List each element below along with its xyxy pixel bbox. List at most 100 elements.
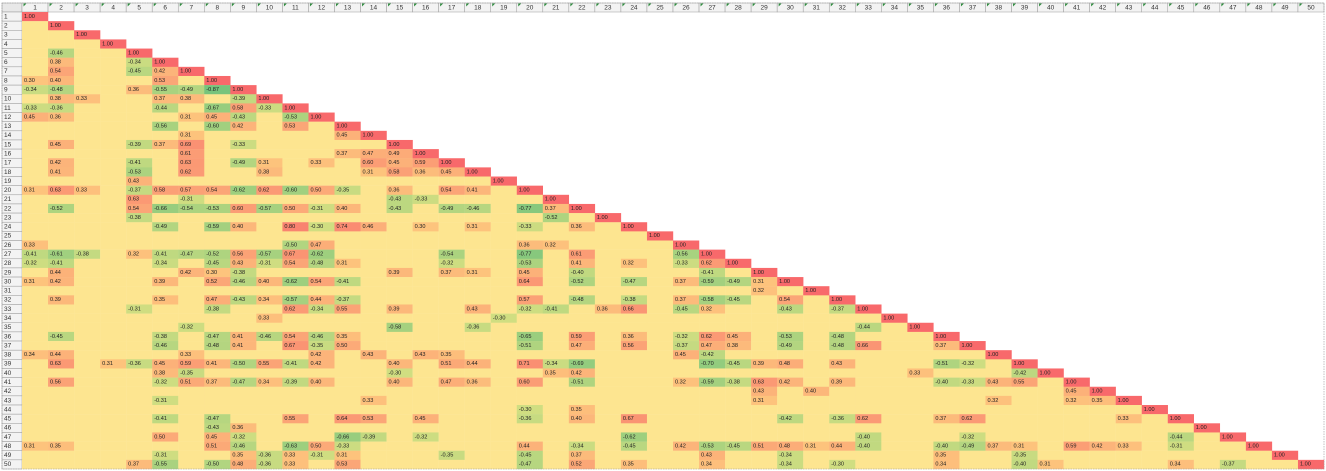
heat-cell [48,185,75,195]
blank-cell [568,231,596,241]
blank-cell [152,130,179,141]
blank-cell [100,231,127,241]
cell-label: 0.80 [284,224,295,230]
blank-cell [855,395,882,406]
cell-label: -0.48 [310,261,323,267]
heat-cell [178,203,205,214]
blank-cell [907,432,934,442]
blank-cell [282,194,309,205]
cell-label: -0.69 [571,361,584,367]
blank-cell [751,341,778,351]
cell-label: -0.58 [701,297,714,303]
blank-cell [360,423,387,433]
heat-cell [777,459,804,470]
heat-cell [230,139,257,150]
blank-cell [594,231,622,241]
blank-cell [412,203,439,214]
blank-cell [646,341,674,351]
blank-cell [646,322,674,333]
blank-cell [490,222,517,232]
cell-label: -0.43 [206,425,219,431]
cell-label: -0.32 [441,261,454,267]
heat-cell [152,185,179,195]
cell-label: 0.37 [935,416,946,422]
cell-label: 0.45 [389,160,400,166]
heat-cell [386,267,413,278]
heat-cell [568,450,596,461]
blank-cell [646,441,674,451]
cell-label: -0.31 [180,197,193,203]
blank-cell [907,359,934,369]
blank-cell [308,130,335,141]
heat-cell [803,386,830,397]
heat-cell [360,130,387,141]
blank-cell [620,240,648,250]
blank-cell [985,368,1012,378]
blank-cell [412,185,439,195]
blank-cell [126,94,153,104]
heat-cell [568,441,596,451]
filter-marker [127,3,131,7]
heat-cell [438,359,465,369]
cell-label: 0.44 [519,443,530,449]
blank-cell [256,121,283,132]
blank-cell [100,94,127,104]
heat-cell [48,66,75,77]
blank-cell [204,450,231,461]
cell-label: -0.36 [467,325,480,331]
heat-cell [282,121,309,132]
heat-cell [282,414,309,424]
cell-label: 0.67 [623,416,634,422]
blank-cell [360,176,387,186]
cell-label: -0.49 [727,279,740,285]
heat-cell [1193,423,1221,433]
blank-cell [334,423,361,433]
cell-label: 0.32 [701,306,712,312]
blank-cell [204,405,231,415]
heat-cell [568,359,596,369]
cell-label: 0.55 [284,416,295,422]
cell-label: 0.62 [284,306,295,312]
cell-label: 0.31 [467,224,478,230]
cell-label: 0.45 [519,270,530,276]
blank-cell [230,130,257,141]
cell-label: -0.45 [50,334,63,340]
cell-label: -0.53 [206,206,219,212]
heat-cell [412,194,439,205]
heat-cell [360,158,387,168]
blank-cell [620,350,648,360]
cell-label: 0.45 [206,114,217,120]
cell-label: 0.33 [363,398,374,404]
heat-cell [126,48,153,58]
blank-cell [126,121,153,132]
cell-label: 0.33 [284,453,295,459]
heat-cell [568,377,596,387]
cell-label: -0.38 [232,270,245,276]
heat-cell [438,258,465,269]
column-header: 44 [1151,4,1159,11]
blank-cell [152,441,179,451]
cell-label: 0.59 [180,361,191,367]
cell-label: 1.00 [76,32,87,38]
blank-cell [464,423,491,433]
cell-label: 0.36 [128,87,139,93]
cell-label: -0.35 [441,453,454,459]
blank-cell [881,441,908,451]
blank-cell [646,277,674,287]
heat-cell [933,450,960,461]
row-header: 21 [4,196,12,203]
column-header: 37 [969,4,977,11]
cell-label: 0.32 [1066,398,1077,404]
blank-cell [412,423,439,433]
blank-cell [126,450,153,461]
cell-label: 1.00 [441,160,452,166]
blank-cell [490,432,517,442]
blank-cell [881,377,908,387]
blank-cell [74,203,101,214]
blank-cell [699,405,726,415]
heat-cell [22,12,49,22]
blank-cell [412,240,439,250]
blank-cell [568,240,596,250]
cell-label: 0.36 [571,224,582,230]
blank-cell [152,304,179,314]
